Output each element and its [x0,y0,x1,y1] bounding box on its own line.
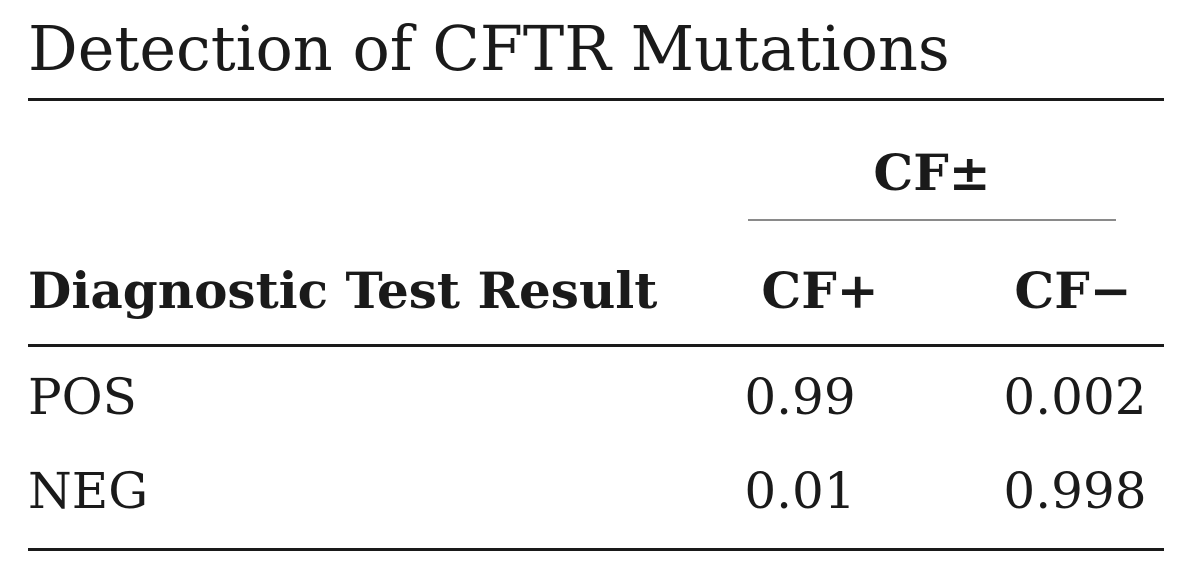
cell-cf-negative: 0.002 [1003,368,1147,426]
table-title: Detection of CFTR Mutations [28,12,950,85]
row-label: NEG [28,462,149,520]
column-header-cf-positive: CF+ [761,261,879,320]
cell-cf-positive: 0.99 [744,368,856,426]
row-label: POS [28,368,137,426]
cell-cf-negative: 0.998 [1003,462,1147,520]
top-rule [28,98,1164,101]
bottom-rule [28,548,1164,551]
spanner-rule [748,219,1116,221]
header-rule [28,344,1164,347]
row-label-header: Diagnostic Test Result [28,261,658,320]
column-header-cf-negative: CF− [1014,261,1132,320]
spanner-header: CF± [873,143,991,202]
cell-cf-positive: 0.01 [744,462,856,520]
